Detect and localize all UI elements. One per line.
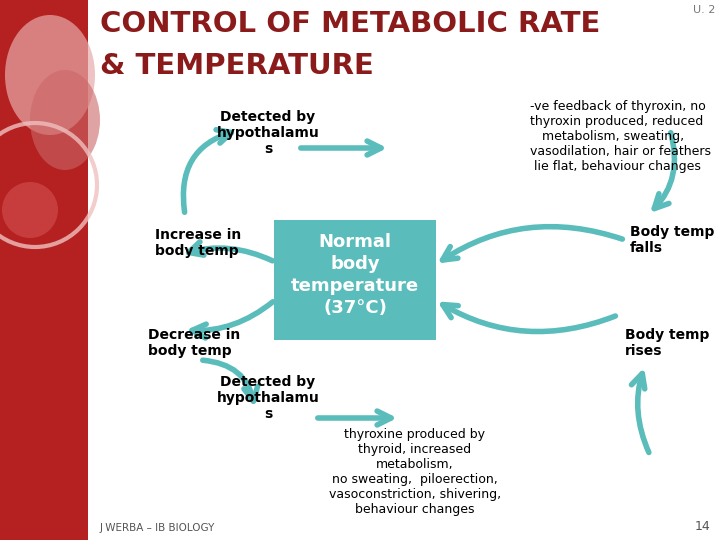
Text: thyroxine produced by
thyroid, increased
metabolism,
no sweating,  piloerection,: thyroxine produced by thyroid, increased… bbox=[329, 428, 501, 516]
Text: CONTROL OF METABOLIC RATE: CONTROL OF METABOLIC RATE bbox=[100, 10, 600, 38]
Ellipse shape bbox=[5, 15, 95, 135]
Text: Normal
body
temperature
(37°C): Normal body temperature (37°C) bbox=[291, 233, 419, 318]
Text: J WERBA – IB BIOLOGY: J WERBA – IB BIOLOGY bbox=[100, 523, 215, 533]
Text: & TEMPERATURE: & TEMPERATURE bbox=[100, 52, 374, 80]
Text: -ve feedback of thyroxin, no
thyroxin produced, reduced
   metabolism, sweating,: -ve feedback of thyroxin, no thyroxin pr… bbox=[530, 100, 711, 173]
Text: 14: 14 bbox=[694, 520, 710, 533]
Text: Detected by
hypothalamu
s: Detected by hypothalamu s bbox=[217, 110, 320, 156]
Text: Detected by
hypothalamu
s: Detected by hypothalamu s bbox=[217, 375, 320, 421]
Text: Body temp
rises: Body temp rises bbox=[625, 328, 709, 358]
Ellipse shape bbox=[30, 70, 100, 170]
Text: Decrease in
body temp: Decrease in body temp bbox=[148, 328, 240, 358]
Text: U. 2: U. 2 bbox=[693, 5, 715, 15]
FancyBboxPatch shape bbox=[274, 220, 436, 340]
Text: Increase in
body temp: Increase in body temp bbox=[155, 228, 241, 258]
Polygon shape bbox=[0, 0, 88, 540]
Text: Body temp
falls: Body temp falls bbox=[630, 225, 714, 255]
Circle shape bbox=[2, 182, 58, 238]
